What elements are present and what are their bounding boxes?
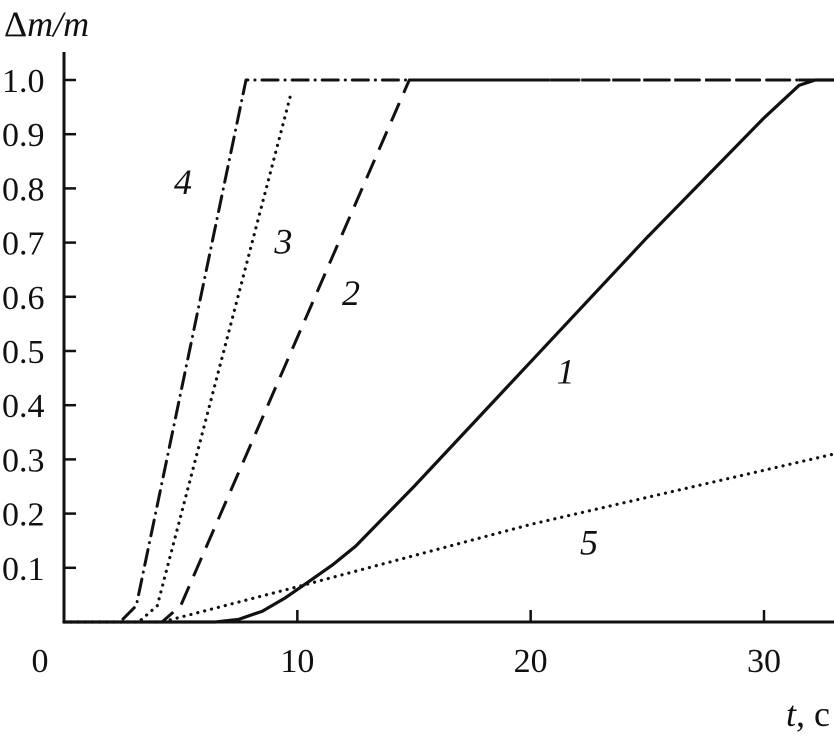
axes — [62, 52, 834, 624]
x-axis-title-var: t — [786, 694, 797, 734]
series-line-3 — [62, 94, 292, 624]
y-axis-title-m2: m — [63, 4, 89, 44]
y-tick-label: 0.4 — [2, 388, 45, 425]
y-tick-label: 0.6 — [2, 280, 45, 317]
y-axis-title-m1: m — [27, 4, 53, 44]
y-tick-label: 1.0 — [2, 63, 45, 100]
y-tick-label: 0.7 — [2, 226, 45, 263]
series-line-1 — [62, 78, 834, 624]
x-tick-label: 20 — [514, 643, 548, 680]
y-tick-label: 0.3 — [2, 442, 45, 479]
x-axis-title-unit: , c — [796, 694, 830, 734]
series-label-3: 3 — [273, 221, 292, 261]
y-tick-label: 0.5 — [2, 334, 45, 371]
y-tick-label: 0.1 — [2, 551, 45, 588]
series-label-2: 2 — [342, 273, 360, 313]
series-label-5: 5 — [580, 522, 598, 562]
series-line-5 — [62, 452, 834, 624]
y-axis-title-delta: Δ — [4, 4, 27, 44]
x-tick-label: 10 — [280, 643, 314, 680]
origin-label: 0 — [32, 643, 49, 680]
y-ticks: 0.1 0.2 0.3 0.4 0.5 0.6 0.7 0.8 0.9 1.0 — [2, 63, 76, 588]
curve-labels: 1 2 3 4 5 — [174, 162, 598, 562]
x-axis-title: t, c — [786, 694, 830, 734]
y-axis-title: Δm/m — [4, 4, 89, 44]
x-tick-label: 30 — [747, 643, 781, 680]
y-tick-label: 0.8 — [2, 171, 45, 208]
y-tick-label: 0.2 — [2, 497, 45, 534]
y-axis-title-slash: / — [51, 4, 66, 44]
series-label-4: 4 — [174, 162, 192, 202]
x-ticks: 10 20 30 — [280, 610, 781, 680]
series-label-1: 1 — [557, 352, 575, 392]
y-tick-label: 0.9 — [2, 117, 45, 154]
